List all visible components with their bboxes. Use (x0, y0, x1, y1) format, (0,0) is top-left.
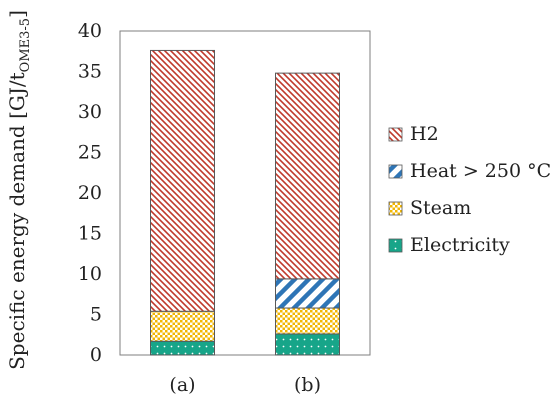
y-axis-label-subscript: OME3-5 (18, 18, 33, 72)
y-tick-label: 15 (78, 223, 102, 245)
legend-swatch-heat-250-c (388, 164, 403, 179)
y-axis-label-main: Specific energy demand [GJ/t (5, 72, 29, 370)
bars (150, 49, 340, 356)
y-tick-label: 5 (90, 304, 102, 326)
bar-segment-h2-1 (150, 49, 215, 312)
legend-label: Heat > 250 °C (410, 160, 550, 182)
legend-swatch-steam (388, 201, 403, 216)
legend-swatch-h2 (388, 127, 403, 142)
legend: H2 Heat > 250 °C Steam Electricity (388, 123, 550, 256)
y-tick-label: 25 (78, 142, 102, 164)
y-axis-ticks: 0 5 10 15 20 25 30 35 40 (78, 20, 102, 366)
legend-swatch-electricity (388, 238, 403, 253)
y-tick-label: 35 (78, 61, 102, 83)
legend-label: Steam (410, 197, 471, 219)
bar-segment-electricity-1 (150, 340, 215, 356)
y-axis-label: Specific energy demand [GJ/tOME3-5] (5, 10, 33, 370)
bar-segment-h2-2 (275, 72, 340, 280)
y-tick-label: 30 (78, 101, 102, 123)
x-tick-label: (b) (294, 374, 321, 396)
y-tick-label: 40 (78, 20, 102, 42)
x-tick-label: (a) (169, 374, 195, 396)
y-tick-label: 0 (90, 344, 102, 366)
plot-area-border (119, 30, 371, 356)
bar-segment-steam-2 (275, 307, 340, 335)
legend-label: Electricity (410, 234, 510, 256)
y-axis-label-close: ] (5, 10, 29, 18)
legend-label: H2 (410, 123, 439, 145)
x-axis-ticks: (a) (b) (169, 374, 321, 396)
bar-segment-steam-1 (150, 310, 215, 342)
svg-text:Specific energy demand [GJ/tOM: Specific energy demand [GJ/tOME3-5] (5, 10, 33, 370)
plot-frame (119, 30, 371, 356)
bar-segment-electricity-2 (275, 333, 340, 356)
bar-segment-heat-250-c-2 (275, 278, 340, 309)
y-tick-label: 10 (78, 263, 102, 285)
y-tick-label: 20 (78, 182, 102, 204)
